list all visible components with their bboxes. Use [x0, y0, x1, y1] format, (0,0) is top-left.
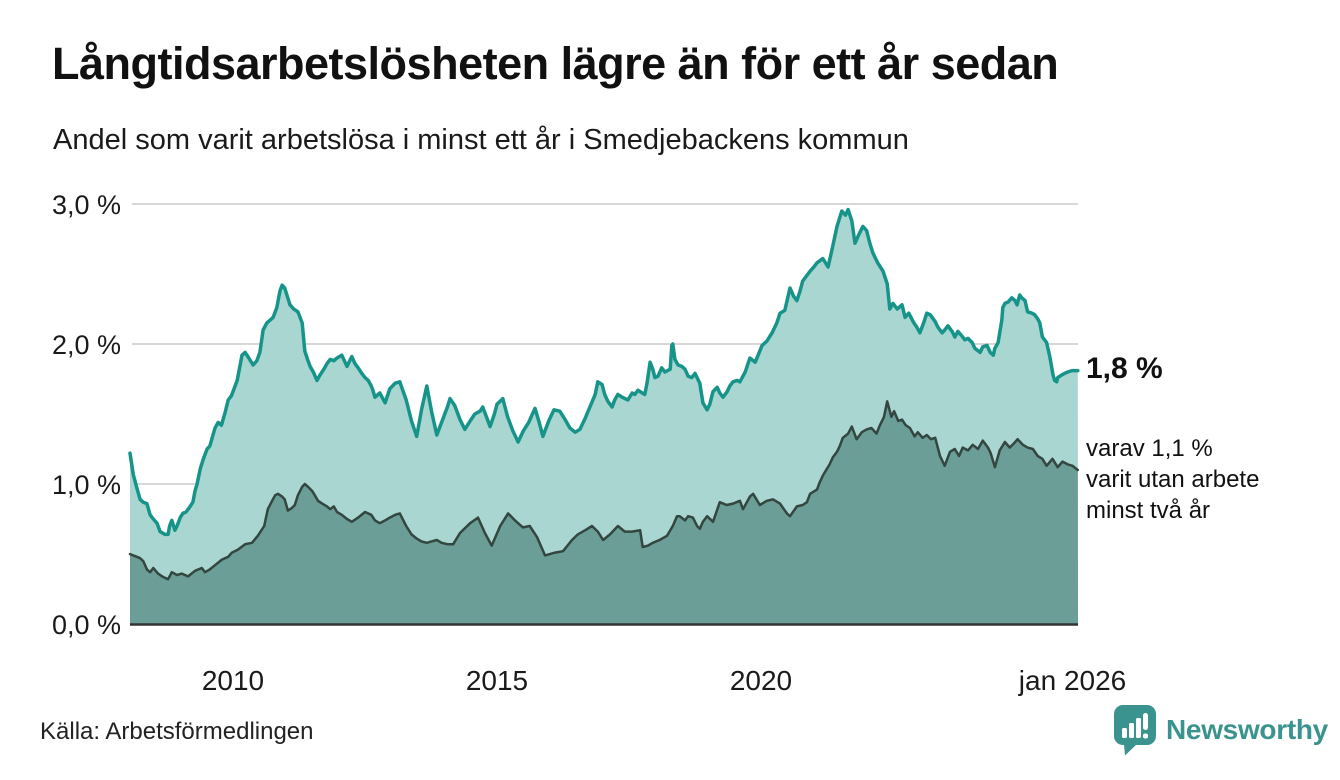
end-value-annotation-secondary: varav 1,1 % varit utan arbete minst två … — [1086, 433, 1259, 526]
source-note: Källa: Arbetsförmedlingen — [40, 718, 314, 745]
x-tick-label: 2020 — [730, 665, 792, 696]
y-tick-label: 2,0 % — [52, 330, 121, 360]
brand-logo: Newsworthy — [1113, 704, 1328, 756]
end-value-label-primary: 1,8 % — [1086, 352, 1163, 385]
brand-name: Newsworthy — [1166, 714, 1328, 745]
x-tick-label: jan 2026 — [1018, 665, 1126, 696]
annotation-line: minst två år — [1086, 497, 1211, 524]
x-tick-label: 2010 — [202, 665, 264, 696]
y-tick-label: 3,0 % — [52, 190, 121, 220]
chart-subtitle: Andel som varit arbetslösa i minst ett å… — [53, 124, 909, 156]
series-area-1 — [130, 401, 1078, 624]
annotation-line: varav 1,1 % — [1086, 435, 1213, 462]
page-title: Långtidsarbetslösheten lägre än för ett … — [52, 38, 1059, 89]
y-tick-label: 0,0 % — [52, 610, 121, 640]
x-tick-label: 2015 — [466, 665, 528, 696]
newsworthy-logo-icon — [1114, 705, 1156, 756]
y-tick-label: 1,0 % — [52, 470, 121, 500]
series-line-0 — [128, 207, 1080, 537]
annotation-line: varit utan arbete — [1086, 466, 1260, 493]
series-line-1 — [128, 400, 1080, 581]
